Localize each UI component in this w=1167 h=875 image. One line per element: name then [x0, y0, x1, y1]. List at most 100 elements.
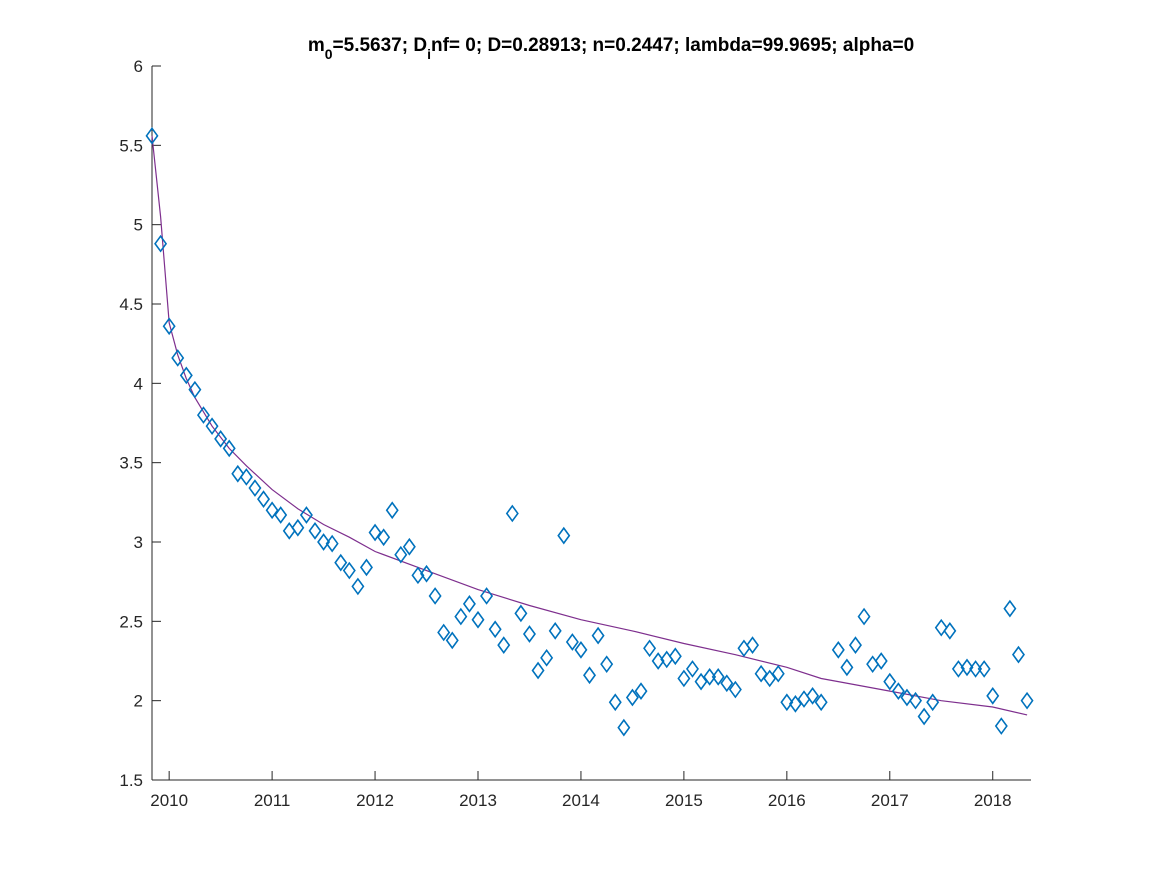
- title-segment: m: [308, 35, 325, 56]
- data-point-marker: [514, 604, 528, 623]
- data-point-marker: [1011, 645, 1025, 664]
- data-point-marker: [728, 680, 742, 699]
- data-point-marker: [943, 622, 957, 640]
- data-point-marker: [643, 639, 657, 658]
- data-point-marker: [351, 577, 365, 596]
- data-point-marker: [591, 626, 605, 645]
- data-point-marker: [625, 688, 639, 707]
- data-point-marker: [771, 664, 785, 683]
- data-point-marker: [994, 717, 1008, 735]
- data-point-marker: [222, 439, 236, 458]
- y-tick-label: 2.5: [119, 612, 143, 631]
- data-point-marker: [480, 587, 494, 605]
- data-point-marker: [265, 501, 279, 520]
- tick-labels-layer: 1.5 2 2.5 3 3.5 4 4.5 5 5.5 6 2010 2011 2012 2013 2014…: [119, 57, 1011, 810]
- x-tick-label: 2014: [562, 791, 600, 810]
- title-segment: nf= 0; D=0.28913; n=0.2447; lambda=99.96…: [431, 35, 914, 56]
- data-point-marker: [677, 669, 691, 688]
- data-point-marker: [746, 636, 760, 654]
- data-point-marker: [308, 522, 322, 540]
- chart-title: m0=5.5637; Dinf= 0; D=0.28913; n=0.2447;…: [308, 35, 914, 62]
- data-point-marker: [394, 545, 408, 564]
- data-point-marker: [162, 317, 176, 336]
- data-point-marker: [848, 636, 862, 654]
- y-tick-label: 4: [134, 374, 143, 393]
- data-point-marker: [445, 631, 459, 650]
- data-point-marker: [471, 610, 485, 629]
- data-point-marker: [685, 660, 699, 678]
- data-point-marker: [505, 504, 519, 523]
- data-point-marker: [763, 669, 777, 688]
- data-point-marker: [145, 126, 159, 145]
- data-point-marker: [428, 587, 442, 605]
- data-point-marker: [565, 633, 579, 651]
- y-tick-label: 3: [134, 533, 143, 552]
- data-point-marker: [703, 668, 717, 686]
- data-point-marker: [359, 558, 373, 577]
- data-point-marker: [214, 430, 228, 448]
- data-point-marker: [420, 564, 434, 583]
- data-point-marker: [196, 406, 210, 424]
- data-point-marker: [926, 693, 940, 712]
- data-point-marker: [694, 672, 708, 691]
- x-tick-label: 2016: [768, 791, 806, 810]
- data-point-marker: [299, 506, 313, 524]
- data-point-marker: [969, 660, 983, 678]
- data-point-marker: [154, 234, 168, 253]
- data-point-marker: [179, 366, 193, 385]
- data-point-marker: [754, 664, 768, 683]
- data-point-marker: [531, 661, 545, 680]
- data-point-marker: [188, 380, 202, 399]
- axes: [151, 65, 1031, 781]
- data-point-marker: [917, 707, 931, 726]
- data-point-marker: [883, 672, 897, 691]
- x-tick-label: 2010: [150, 791, 188, 810]
- data-point-marker: [831, 641, 845, 659]
- data-point-marker: [1020, 691, 1034, 710]
- data-point-marker: [1003, 599, 1017, 618]
- y-tick-label: 5.5: [119, 136, 143, 155]
- x-tick-label: 2017: [871, 791, 909, 810]
- data-point-marker: [548, 622, 562, 640]
- data-point-marker: [385, 501, 399, 520]
- y-tick-label: 3.5: [119, 454, 143, 473]
- data-point-marker: [720, 674, 734, 693]
- y-tick-label: 1.5: [119, 771, 143, 790]
- data-point-marker: [814, 693, 828, 712]
- data-point-marker: [617, 718, 631, 737]
- data-point-marker: [977, 660, 991, 678]
- data-point-marker: [342, 561, 356, 580]
- data-point-marker: [668, 647, 682, 666]
- data-point-marker: [317, 533, 331, 551]
- data-point-marker: [574, 641, 588, 659]
- data-point-marker: [634, 682, 648, 700]
- data-point-marker: [840, 658, 854, 677]
- data-point-marker: [437, 623, 451, 642]
- data-point-marker: [522, 625, 536, 643]
- title-subscript: i: [427, 46, 431, 62]
- y-tick-label: 5: [134, 216, 143, 235]
- data-point-marker: [557, 526, 571, 545]
- data-point-marker: [540, 648, 554, 667]
- title-subscript: 0: [325, 46, 333, 62]
- data-point-marker: [608, 693, 622, 712]
- data-point-marker: [231, 464, 245, 483]
- data-point-marker: [891, 682, 905, 700]
- data-point-marker: [377, 528, 391, 547]
- data-point-marker: [711, 668, 725, 686]
- data-point-marker: [291, 518, 305, 537]
- data-point-marker: [780, 693, 794, 712]
- data-point-marker: [806, 687, 820, 705]
- y-tick-label: 4.5: [119, 295, 143, 314]
- data-point-marker: [600, 655, 614, 674]
- data-point-marker: [462, 595, 476, 613]
- data-point-marker: [239, 468, 253, 486]
- data-point-marker: [583, 666, 597, 685]
- data-point-marker: [986, 687, 1000, 705]
- x-tick-label: 2018: [974, 791, 1012, 810]
- data-point-marker: [454, 607, 468, 626]
- data-point-marker: [368, 523, 382, 542]
- data-point-marker: [257, 490, 271, 509]
- x-tick-label: 2015: [665, 791, 703, 810]
